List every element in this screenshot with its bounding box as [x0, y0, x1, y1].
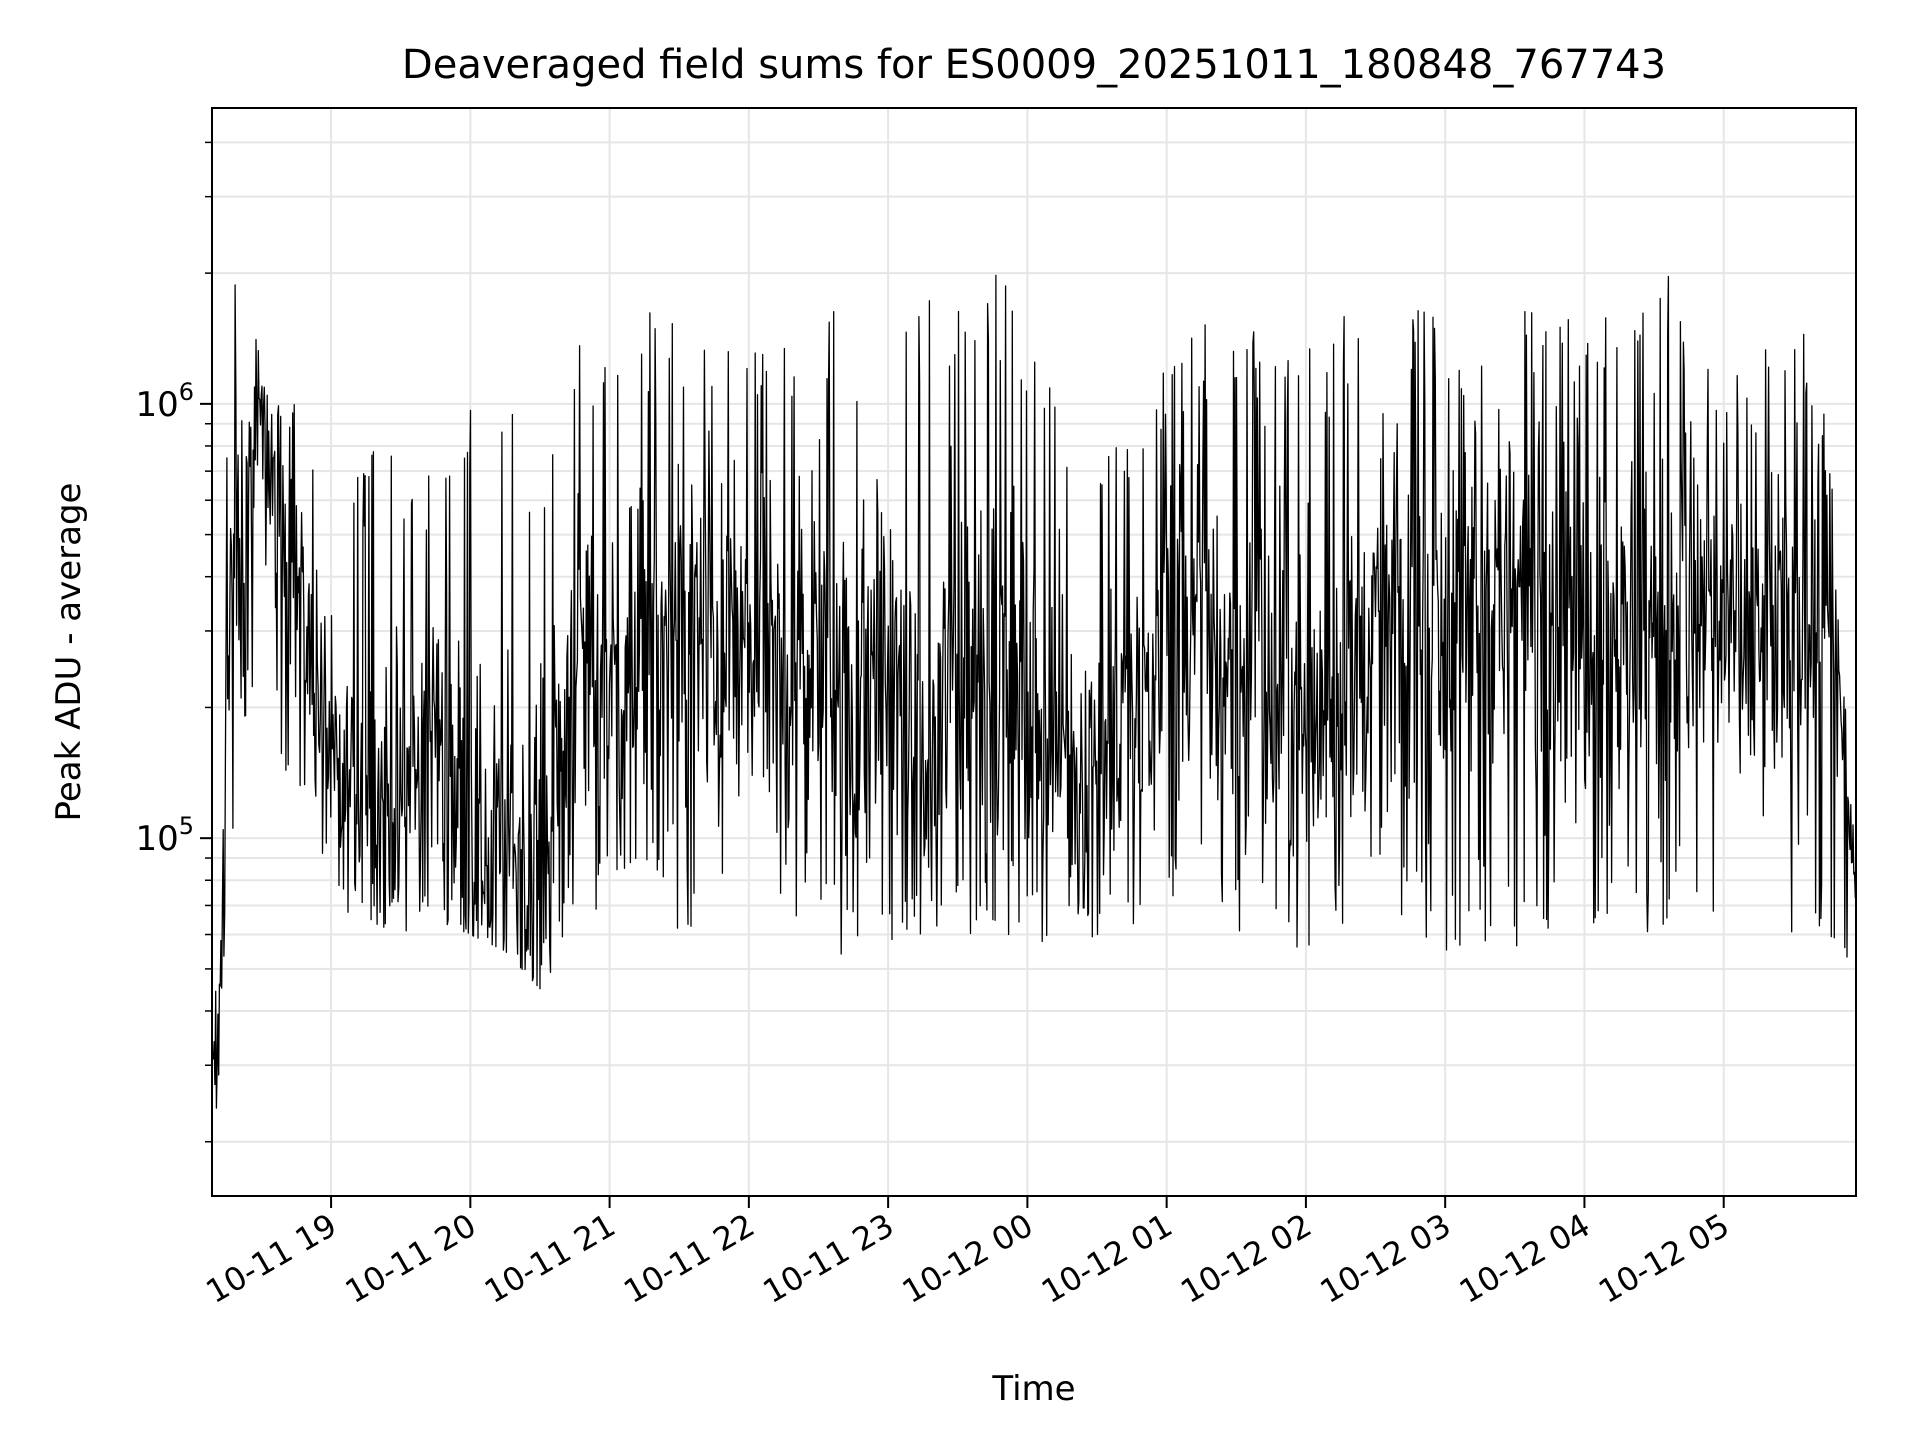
plot-frame: [211, 107, 1857, 1197]
series-line: [212, 274, 1857, 1109]
y-tick-label: 106: [135, 378, 194, 425]
y-axis-ticks: 105 106: [135, 141, 212, 1143]
y-tick-label: 105: [135, 812, 194, 859]
x-axis-label: Time: [991, 1369, 1075, 1409]
series-layer: [212, 274, 1857, 1109]
chart-title: Deaveraged field sums for ES0009_2025101…: [402, 42, 1666, 88]
y-axis-label: Peak ADU - average: [49, 483, 89, 822]
